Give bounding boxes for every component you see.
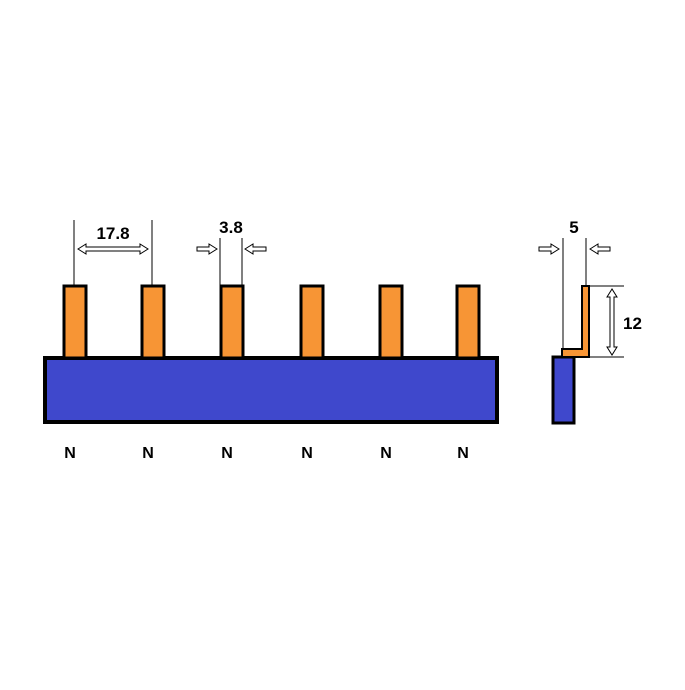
pin-height-dimension: 12 [590, 285, 642, 358]
side-thickness-dimension: 5 [538, 218, 611, 349]
pin-label-6: N [457, 445, 469, 462]
pin-height-label: 12 [623, 314, 642, 333]
side-view-pin [561, 285, 590, 358]
pin-2 [140, 284, 166, 360]
pin-3 [219, 284, 245, 360]
pin-6 [455, 284, 481, 360]
side-view-bar [551, 355, 576, 425]
pitch-label: 17.8 [96, 224, 129, 243]
pin-label-3: N [221, 445, 233, 462]
pin-5 [378, 284, 404, 360]
pin-height-arrow-icon [606, 288, 618, 356]
pin-label-1: N [64, 445, 76, 462]
pin-width-dimension: 3.8 [196, 218, 267, 286]
side-thickness-left-arrow-icon [538, 243, 560, 255]
pin-label-5: N [380, 445, 392, 462]
pin-width-label: 3.8 [219, 218, 243, 237]
pin-width-right-arrow-icon [244, 243, 267, 255]
side-view [551, 285, 590, 425]
pitch-arrow-icon [77, 243, 149, 255]
pin-width-left-arrow-icon [196, 243, 218, 255]
pin-group [62, 284, 481, 360]
pin-label-2: N [142, 445, 154, 462]
side-thickness-right-arrow-icon [589, 243, 611, 255]
busbar-body [43, 356, 499, 424]
pin-label-4: N [301, 445, 313, 462]
side-thickness-label: 5 [569, 218, 578, 237]
pin-1 [62, 284, 88, 360]
pitch-dimension: 17.8 [73, 220, 153, 286]
pin-4 [299, 284, 325, 360]
